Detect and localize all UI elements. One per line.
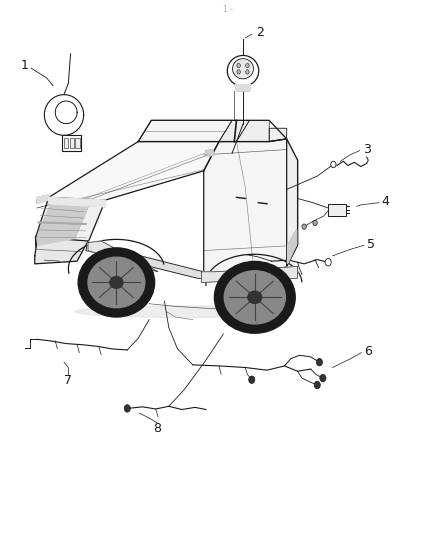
- Ellipse shape: [248, 291, 262, 303]
- Polygon shape: [201, 266, 297, 282]
- Text: 5: 5: [367, 238, 375, 251]
- FancyBboxPatch shape: [62, 135, 81, 151]
- Text: 2: 2: [257, 26, 265, 39]
- Text: 3: 3: [363, 143, 371, 156]
- FancyBboxPatch shape: [328, 204, 346, 216]
- Polygon shape: [35, 237, 88, 264]
- FancyBboxPatch shape: [64, 139, 68, 148]
- Circle shape: [331, 161, 336, 167]
- Ellipse shape: [237, 70, 240, 74]
- Ellipse shape: [246, 63, 249, 68]
- Ellipse shape: [227, 55, 259, 86]
- Polygon shape: [204, 139, 297, 277]
- Polygon shape: [269, 128, 287, 142]
- Text: 1 -: 1 -: [223, 5, 233, 14]
- Ellipse shape: [110, 277, 123, 288]
- Polygon shape: [138, 120, 232, 142]
- Ellipse shape: [78, 248, 155, 317]
- Ellipse shape: [75, 306, 293, 318]
- Polygon shape: [49, 197, 106, 207]
- Text: 8: 8: [153, 422, 161, 434]
- Polygon shape: [219, 120, 250, 142]
- FancyBboxPatch shape: [75, 139, 80, 148]
- Circle shape: [124, 405, 131, 412]
- Circle shape: [313, 220, 317, 225]
- Ellipse shape: [224, 271, 286, 324]
- Text: 7: 7: [64, 374, 72, 387]
- Circle shape: [314, 381, 320, 389]
- Polygon shape: [38, 204, 88, 245]
- Ellipse shape: [237, 63, 240, 68]
- Text: 4: 4: [382, 195, 390, 208]
- Circle shape: [249, 376, 255, 383]
- Polygon shape: [35, 197, 106, 256]
- Text: 6: 6: [364, 345, 372, 358]
- FancyBboxPatch shape: [70, 139, 74, 148]
- Polygon shape: [206, 150, 215, 157]
- Text: 1: 1: [21, 59, 28, 72]
- Circle shape: [325, 259, 331, 266]
- Ellipse shape: [215, 262, 295, 333]
- Polygon shape: [86, 243, 254, 282]
- Polygon shape: [235, 85, 251, 91]
- Circle shape: [316, 359, 322, 366]
- Ellipse shape: [246, 70, 249, 74]
- Polygon shape: [88, 241, 158, 272]
- Polygon shape: [287, 139, 297, 266]
- Circle shape: [302, 224, 306, 229]
- Ellipse shape: [88, 257, 145, 308]
- Ellipse shape: [233, 59, 254, 79]
- Circle shape: [320, 374, 326, 382]
- Polygon shape: [44, 142, 219, 213]
- Polygon shape: [37, 195, 49, 204]
- Polygon shape: [237, 120, 269, 142]
- Polygon shape: [288, 229, 297, 264]
